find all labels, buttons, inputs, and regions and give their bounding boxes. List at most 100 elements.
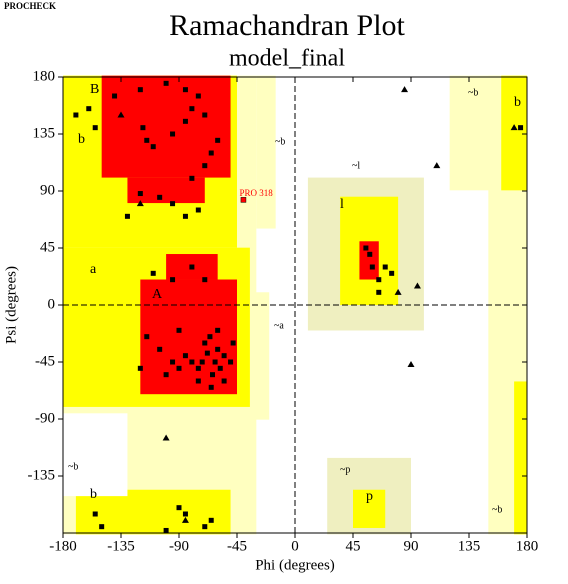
x-axis-label: Phi (degrees) [255, 557, 335, 573]
point [195, 207, 201, 213]
region-label: ~b [275, 136, 285, 147]
point [510, 124, 518, 131]
point [202, 163, 208, 169]
annotation-point [240, 197, 247, 203]
region-label: B [90, 82, 99, 97]
point [150, 144, 156, 150]
point [150, 270, 156, 276]
x-tick-label: 180 [516, 538, 539, 554]
region-label: ~p [340, 464, 350, 475]
point [86, 106, 92, 112]
y-axis-label: Psi (degrees) [3, 266, 19, 344]
point [208, 150, 214, 156]
point [376, 289, 382, 295]
point [182, 87, 188, 93]
point [137, 87, 143, 93]
point [157, 194, 163, 200]
annotation: PRO 318 [239, 188, 273, 198]
y-tick-label: 180 [33, 68, 56, 84]
point [144, 334, 150, 340]
point [195, 378, 201, 384]
point [202, 524, 208, 530]
point [221, 353, 227, 359]
region-label: ~b [492, 504, 502, 515]
region-label: a [90, 262, 97, 277]
point [144, 137, 150, 143]
point [204, 350, 210, 356]
point [389, 270, 395, 276]
point [363, 245, 369, 251]
point [195, 93, 201, 99]
x-tick-label: -45 [227, 538, 247, 554]
point [176, 327, 182, 333]
point [208, 384, 214, 390]
point [137, 365, 143, 371]
point [92, 511, 98, 517]
point [170, 201, 176, 207]
point [215, 137, 221, 143]
point [202, 277, 208, 283]
point [518, 125, 524, 131]
y-tick-label: -135 [28, 467, 56, 483]
point [112, 93, 118, 99]
point [162, 434, 170, 441]
point [215, 346, 221, 352]
point [221, 378, 227, 384]
region-label: ~a [274, 320, 284, 331]
point [181, 516, 189, 523]
x-tick-label: 45 [346, 538, 361, 554]
point [99, 524, 105, 530]
x-tick-label: -180 [49, 538, 77, 554]
point [195, 365, 201, 371]
point [92, 125, 98, 131]
point [189, 175, 195, 181]
point [199, 359, 205, 365]
point [73, 112, 79, 118]
x-tick-label: 90 [404, 538, 419, 554]
region-label: ~l [352, 160, 360, 171]
point [207, 334, 213, 340]
x-tick-label: -90 [169, 538, 189, 554]
point [136, 200, 144, 207]
point [117, 111, 125, 118]
point [182, 213, 188, 219]
point [163, 527, 169, 533]
region-label: A [152, 287, 163, 302]
region-label: p [366, 489, 373, 504]
point [170, 131, 176, 137]
y-tick-label: -90 [35, 410, 55, 426]
y-tick-label: 0 [48, 296, 56, 312]
point [215, 327, 221, 333]
point [182, 353, 188, 359]
header: PROCHECK [4, 1, 56, 11]
point [170, 359, 176, 365]
point [124, 213, 130, 219]
region-label: ~b [468, 87, 478, 98]
point [367, 251, 373, 257]
point [382, 264, 388, 270]
region-label: ~b [68, 461, 78, 472]
region-label: b [78, 132, 85, 147]
y-tick-label: 90 [40, 182, 55, 198]
point [401, 86, 409, 93]
point [176, 505, 182, 511]
x-tick-label: 135 [458, 538, 481, 554]
point [217, 365, 223, 371]
point [407, 361, 415, 368]
region-label: b [514, 95, 521, 110]
point [369, 264, 375, 270]
y-tick-label: -45 [35, 353, 55, 369]
point [394, 288, 402, 295]
chart-title: Ramachandran Plot [169, 9, 405, 42]
chart-subtitle: model_final [229, 46, 345, 72]
point [170, 277, 176, 283]
point [228, 359, 234, 365]
point [210, 372, 216, 378]
x-tick-label: 0 [291, 538, 299, 554]
point [212, 359, 218, 365]
point [157, 346, 163, 352]
point [202, 112, 208, 118]
point [137, 191, 143, 197]
point [163, 372, 169, 378]
